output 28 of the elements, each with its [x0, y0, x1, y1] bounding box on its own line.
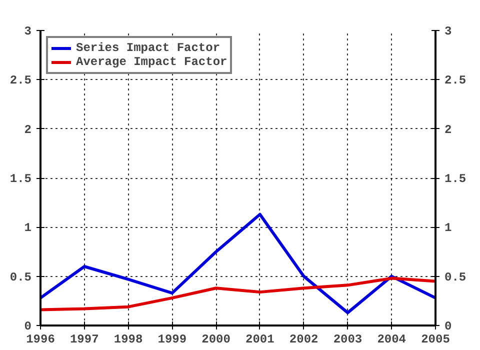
x-tick-label: 1998: [114, 332, 143, 346]
y-tick-label: 0: [24, 320, 32, 334]
y-tick-label: 0.5: [10, 270, 32, 284]
x-tick-label: 2000: [202, 332, 230, 346]
x-tick-label: 1997: [70, 332, 99, 346]
y-tick-label: 3: [24, 24, 32, 38]
legend-label: Series Impact Factor: [76, 41, 220, 55]
x-tick-label: 1996: [26, 332, 55, 346]
x-tick-label: 2004: [377, 332, 406, 346]
y-tick-label: 1: [24, 221, 32, 236]
line-series: [40, 276, 436, 312]
y2-tick-label: 0.5: [444, 270, 466, 284]
x-tick-label: 2002: [289, 332, 318, 346]
x-tick-label: 1999: [158, 332, 187, 346]
x-tick-label: 2003: [333, 332, 362, 346]
x-tick-label: 2001: [246, 332, 274, 346]
y2-tick-label: 2: [444, 122, 452, 137]
legend-label: Average Impact Factor: [76, 55, 228, 69]
y-tick-label: 1.5: [10, 172, 32, 186]
y2-tick-label: 1: [444, 221, 452, 236]
y-tick-label: 2.5: [10, 74, 32, 88]
y2-tick-label: 1.5: [444, 172, 466, 186]
y2-tick-label: 3: [444, 24, 452, 38]
y2-tick-label: 2.5: [444, 74, 466, 88]
y2-tick-label: 0: [444, 320, 452, 334]
x-tick-label: 2005: [421, 332, 450, 346]
y-tick-label: 2: [24, 122, 32, 137]
line-series: [40, 212, 436, 314]
